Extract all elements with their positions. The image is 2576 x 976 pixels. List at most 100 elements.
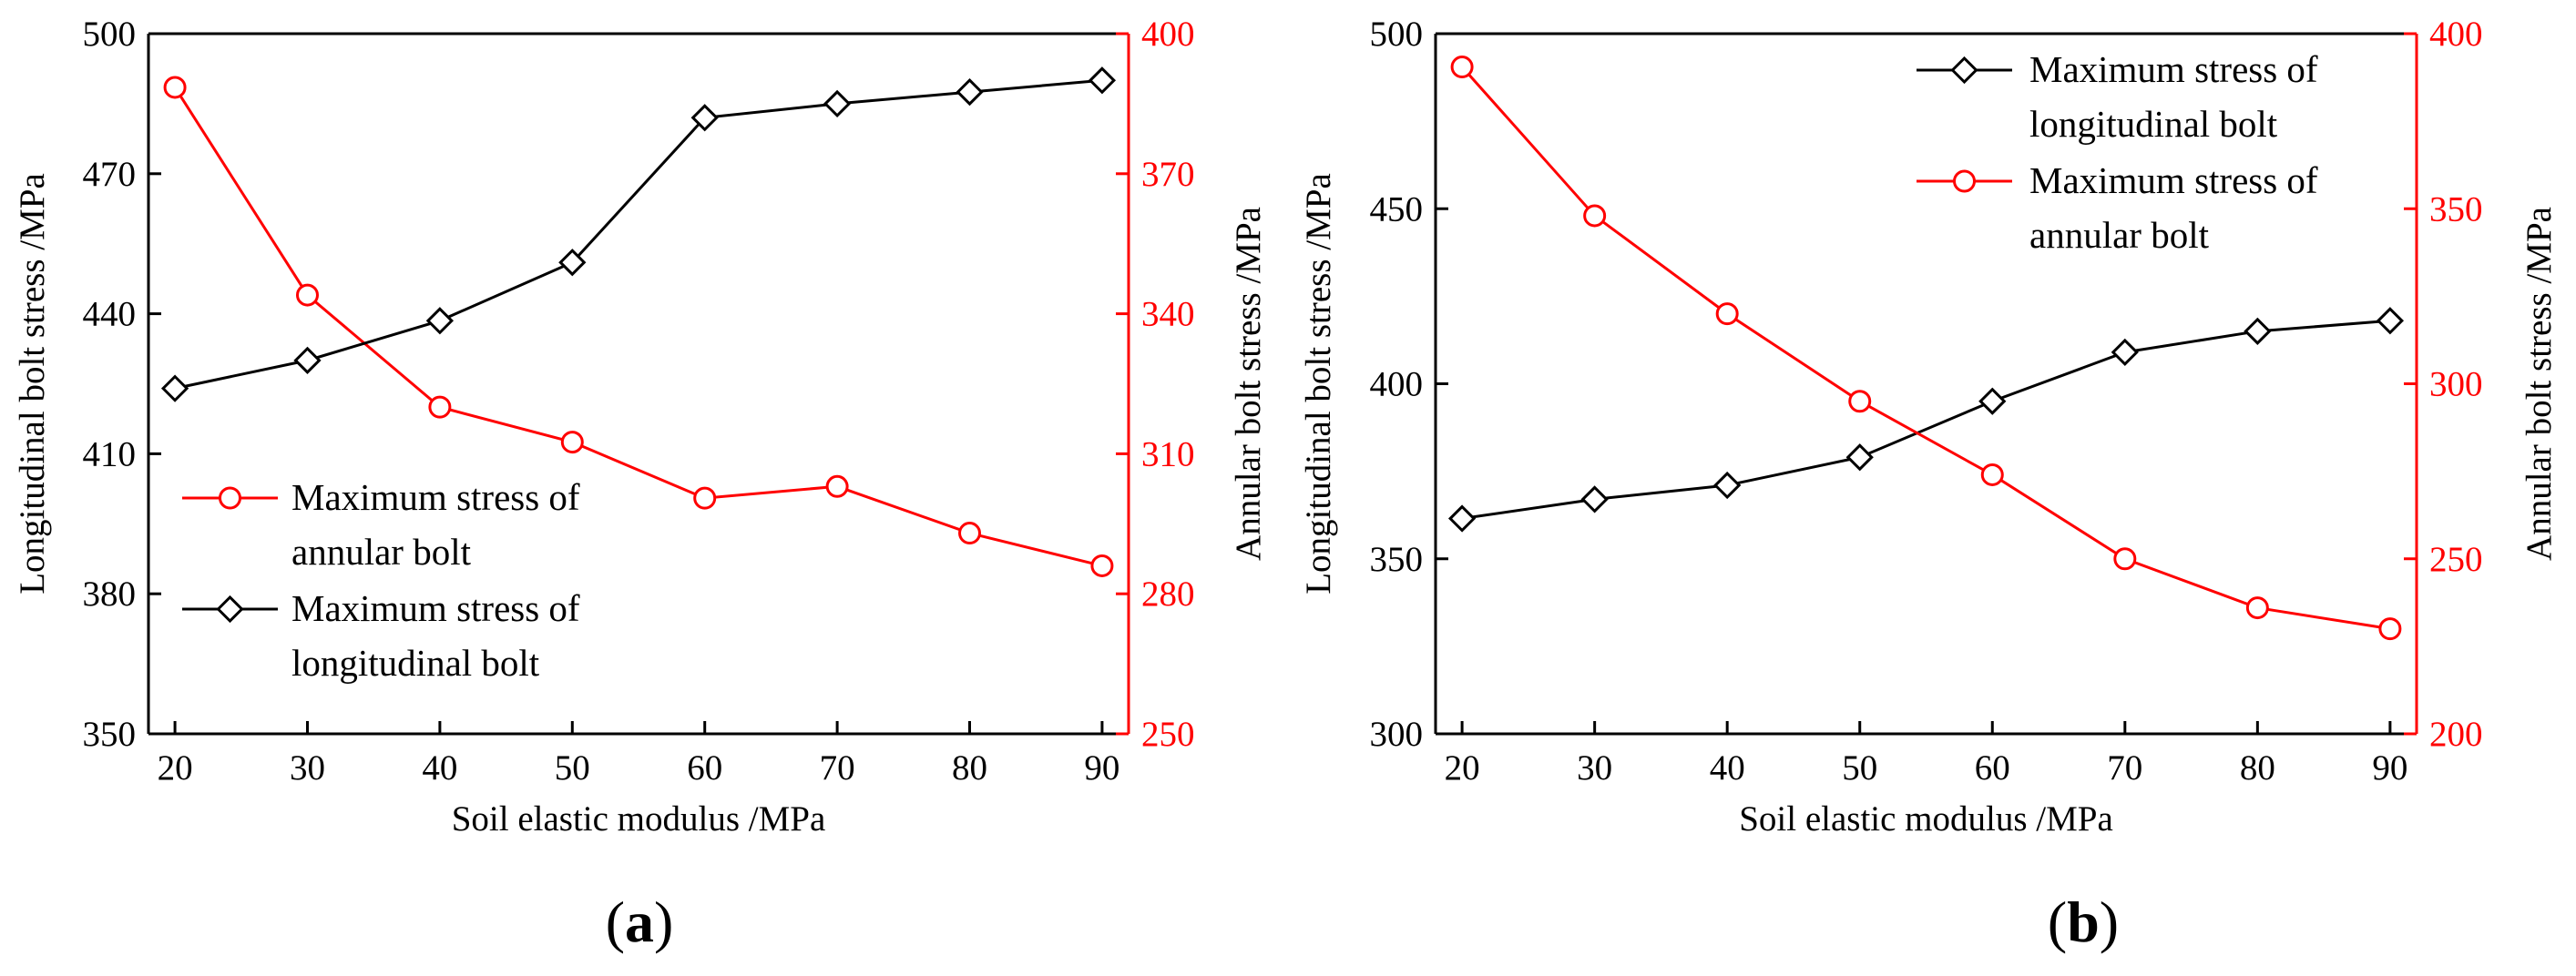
chart-b-series-longitudinal-point (1713, 471, 1742, 500)
chart-a-x-axis-title: Soil elastic modulus /MPa (452, 799, 826, 839)
chart-b-series-annular-point (1715, 302, 1739, 326)
chart-a-legend-annular-marker (219, 486, 241, 510)
chart-a-legend-annular-label: annular bolt (291, 531, 472, 573)
chart-b-legend-annular-label: Maximum stress of (2029, 159, 2318, 201)
chart-a-y-tick-label: 500 (83, 15, 137, 54)
chart-a-y-tick-label: 440 (83, 295, 137, 334)
chart-b-series-longitudinal-point (2111, 338, 2139, 367)
chart-a-y-axis-title: Longitudinal bolt stress /MPa (13, 173, 52, 595)
chart-b-y2-tick-label: 350 (2429, 189, 2483, 229)
chart-a-y-tick-label: 470 (83, 155, 137, 194)
chart-a-series-longitudinal-point (1088, 66, 1117, 95)
chart-a-y2-tick-label: 370 (1141, 155, 1195, 194)
chart-b-series-annular-point (2245, 596, 2269, 620)
chart-a-y-tick-label: 350 (83, 715, 137, 754)
chart-a-series-longitudinal (160, 66, 1117, 402)
chart-a-y-tick-label: 410 (83, 434, 137, 473)
chart-a-series-annular-point (1090, 554, 1114, 577)
chart-b-x-axis-title: Soil elastic modulus /MPa (1739, 799, 2113, 839)
chart-b-series-annular-point (1848, 390, 1872, 413)
chart-b-series-longitudinal-point (1845, 443, 1874, 472)
chart-a: 20 30 40 50 60 70 80 90 350 380 410 440 470 500 250 280… (13, 15, 1268, 954)
chart-b-y-tick-label: 400 (1370, 365, 1424, 404)
chart-b-series-longitudinal-point (1978, 387, 2007, 415)
chart-a-y2-tick-label: 310 (1141, 434, 1195, 473)
chart-b-series-annular-point (2113, 547, 2137, 571)
chart-b-series-annular-line (1460, 66, 2391, 631)
chart-b-y-tick-label: 500 (1370, 15, 1424, 54)
chart-b-series-longitudinal-point (2244, 317, 2272, 345)
chart-a-y2-tick-label: 340 (1141, 295, 1195, 334)
chart-b-y-tick-label: 350 (1370, 540, 1424, 579)
chart-a-y2-axis-title: Annular bolt stress /MPa (1229, 207, 1268, 561)
chart-a-series-longitudinal-line (174, 78, 1103, 391)
chart-b-legend-longitudinal-marker (1950, 56, 1978, 85)
chart-a-series-longitudinal-point (956, 77, 984, 107)
chart-b-series-longitudinal-point (1447, 504, 1477, 533)
chart-b-x-tick-label: 60 (1975, 748, 2010, 788)
chart-b-y2-tick-label: 250 (2429, 540, 2483, 579)
chart-b-y2-axis-title: Annular bolt stress /MPa (2520, 207, 2559, 561)
chart-a-series-annular-point (560, 431, 584, 454)
chart-b-legend-longitudinal-label: longitudinal bolt (2029, 103, 2278, 145)
chart-a-x-tick-label: 90 (1084, 748, 1119, 788)
chart-b-series-annular-point (2378, 617, 2402, 641)
chart-b-y2-tick-label: 400 (2429, 15, 2483, 54)
chart-a-series-annular-point (295, 283, 319, 307)
chart-a-x-tick-label: 70 (820, 748, 855, 788)
chart-b-x-tick-label: 20 (1445, 748, 1480, 788)
chart-b-x-tick-label: 50 (1842, 748, 1877, 788)
chart-a-series-longitudinal-point (293, 346, 322, 374)
chart-b-x-tick-label: 70 (2107, 748, 2142, 788)
chart-b-x-tick-label: 80 (2240, 748, 2275, 788)
chart-a-legend: Maximum stress of annular bolt Maximum str… (182, 476, 580, 684)
chart-a-panel-label: (a) (606, 890, 674, 954)
chart-b-legend: Maximum stress of longitudinal bolt Maximu… (1917, 48, 2318, 256)
chart-b-series-annular (1450, 56, 2402, 641)
chart-a-series-annular-line (173, 86, 1103, 567)
chart-b-series-longitudinal-point (2376, 307, 2405, 335)
chart-b: 20 30 40 50 60 70 80 90 300 350 400 450 500 200 250 300… (1299, 15, 2559, 954)
chart-a-series-annular-point (958, 522, 982, 545)
chart-a-x-tick-label: 50 (555, 748, 590, 788)
chart-a-series-longitudinal-point (558, 249, 587, 277)
chart-b-series-annular-point (1980, 463, 2004, 486)
chart-a-legend-longitudinal-label: Maximum stress of (291, 587, 580, 629)
chart-b-x-tick-label: 40 (1710, 748, 1745, 788)
chart-a-legend-longitudinal-label: longitudinal bolt (291, 642, 540, 684)
chart-a-series-annular-point (163, 76, 187, 99)
chart-b-y2-tick-label: 300 (2429, 365, 2483, 404)
chart-a-y2-tick-label: 400 (1141, 15, 1195, 54)
chart-a-y-tick-label: 380 (83, 574, 137, 614)
chart-b-series-longitudinal (1447, 307, 2405, 533)
chart-a-legend-longitudinal-marker (216, 595, 244, 624)
chart-b-y-tick-label: 300 (1370, 715, 1424, 754)
chart-a-series-annular-point (825, 474, 849, 498)
chart-b-panel-label: (b) (2048, 890, 2119, 954)
chart-b-y2-tick-label: 200 (2429, 715, 2483, 754)
chart-b-y-tick-label: 450 (1370, 189, 1424, 229)
chart-a-series-annular-point (693, 486, 717, 510)
chart-b-series-longitudinal-point (1580, 485, 1609, 513)
chart-a-series-annular-point (428, 395, 452, 419)
chart-a-series-longitudinal-point (690, 104, 719, 132)
chart-b-legend-longitudinal-label: Maximum stress of (2029, 48, 2318, 90)
chart-b-legend-annular-marker (1953, 169, 1976, 193)
chart-a-x-tick-label: 30 (290, 748, 325, 788)
chart-a-x-tick-label: 20 (158, 748, 193, 788)
chart-b-legend-annular-label: annular bolt (2029, 214, 2210, 256)
chart-b-y-axis-title: Longitudinal bolt stress /MPa (1299, 173, 1338, 595)
chart-a-y2-tick-label: 280 (1141, 574, 1195, 614)
chart-b-x-tick-label: 90 (2372, 748, 2407, 788)
chart-b-series-annular-point (1583, 204, 1607, 228)
chart-a-x-tick-label: 80 (952, 748, 987, 788)
chart-a-x-tick-label: 60 (687, 748, 722, 788)
chart-b-series-annular-point (1450, 56, 1474, 79)
chart-a-series-longitudinal-point (160, 374, 189, 402)
chart-b-x-tick-label: 30 (1577, 748, 1612, 788)
chart-a-series-annular (163, 76, 1114, 577)
chart-a-series-longitudinal-point (823, 89, 852, 118)
chart-b-series-longitudinal-line (1461, 319, 2391, 521)
chart-a-series-longitudinal-point (425, 307, 455, 335)
